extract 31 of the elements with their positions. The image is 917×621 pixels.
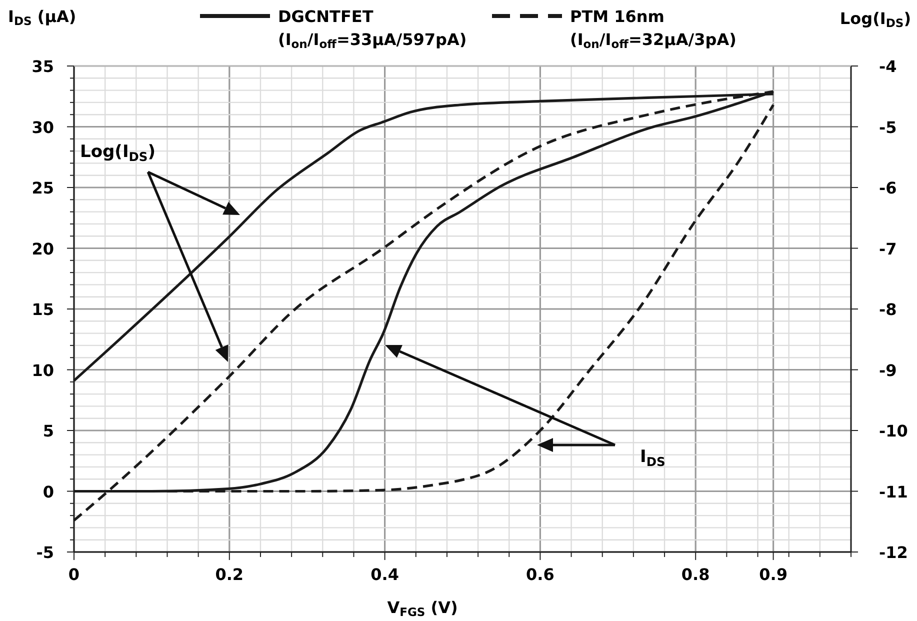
x-tick-label: 0 <box>68 565 80 584</box>
annotation: I$_{DS}$ <box>640 447 666 469</box>
y2-tick-label: -9 <box>879 360 897 380</box>
x-tick-label: 0.9 <box>759 565 788 584</box>
annotation: Log(I$_{DS}$) <box>80 142 156 164</box>
y-tick-label: 30 <box>32 118 54 137</box>
x-tick-label: 0.4 <box>370 565 399 584</box>
y-axis-title: I$_{DS}$ (μA) <box>8 7 76 28</box>
legend-label: PTM 16nm (I$_{on}$/I$_{off}$=32μA/3pA) <box>570 7 736 52</box>
y2-tick-label: -4 <box>879 57 897 76</box>
y-tick-label: 20 <box>32 239 54 258</box>
y2-tick-label: -6 <box>879 178 897 198</box>
x-axis-title: V$_{FGS}$ (V) <box>387 598 458 620</box>
y2-tick-label: -8 <box>879 300 897 319</box>
y-tick-label: 15 <box>32 300 54 319</box>
y-tick-label: 0 <box>42 482 54 502</box>
y2-tick-label: -5 <box>879 118 897 137</box>
legend-label: DGCNTFET (I$_{on}$/I$_{off}$=33μA/597pA) <box>278 7 467 52</box>
y2-tick-label: -12 <box>879 543 908 562</box>
y-tick-label: 35 <box>32 57 54 76</box>
y-tick-label: 25 <box>32 178 54 198</box>
y2-tick-label: -10 <box>879 422 908 440</box>
y-tick-label: 5 <box>42 422 54 440</box>
x-tick-label: 0.8 <box>681 565 710 584</box>
x-tick-label: 0.2 <box>215 565 244 584</box>
y-tick-label: 10 <box>32 360 54 380</box>
y2-tick-label: -7 <box>879 239 897 258</box>
y2-axis-title: Log(I$_{DS}$) <box>840 9 911 30</box>
x-tick-label: 0.6 <box>526 565 554 584</box>
y2-tick-label: -11 <box>879 482 908 502</box>
y-tick-label: -5 <box>36 543 54 562</box>
